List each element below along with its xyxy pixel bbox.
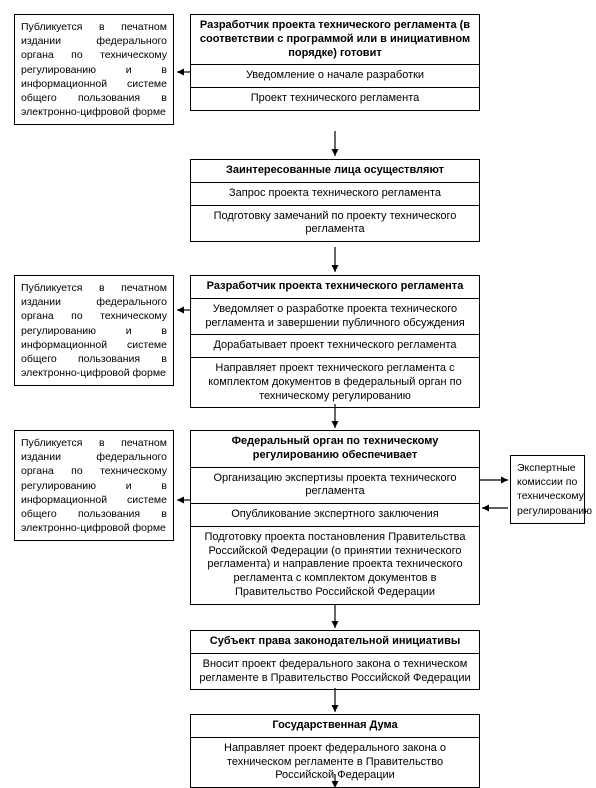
block-row: Организацию экспертизы проекта техническ… <box>191 468 479 505</box>
block-row: Подготовку проекта постановления Правите… <box>191 527 479 604</box>
block-developer-prepares: Разработчик проекта технического регламе… <box>190 14 480 111</box>
block-legislative-subject: Субъект права законодательной инициативы… <box>190 630 480 690</box>
side-note-3: Публикуется в печатном издании федеральн… <box>14 430 174 541</box>
block-header: Федеральный орган по техническому регули… <box>191 431 479 468</box>
block-row: Уведомление о начале разработки <box>191 65 479 88</box>
side-note-text: Публикуется в печатном издании федеральн… <box>21 21 167 118</box>
block-row: Вносит проект федерального закона о техн… <box>191 654 479 690</box>
side-note-2: Публикуется в печатном издании федеральн… <box>14 275 174 386</box>
side-note-text: Публикуется в печатном издании федеральн… <box>21 437 167 534</box>
block-header: Государственная Дума <box>191 715 479 738</box>
block-interested-parties: Заинтересованные лица осуществляют Запро… <box>190 159 480 242</box>
block-row: Проект технического регламента <box>191 88 479 110</box>
block-row: Уведомляет о разработке проекта техничес… <box>191 299 479 336</box>
block-federal-body: Федеральный орган по техническому регули… <box>190 430 480 605</box>
side-note-1: Публикуется в печатном издании федеральн… <box>14 14 174 125</box>
block-header: Субъект права законодательной инициативы <box>191 631 479 654</box>
block-state-duma: Государственная Дума Направляет проект ф… <box>190 714 480 788</box>
side-note-right: Экспертные комиссии по техническому регу… <box>510 455 585 524</box>
block-developer-regulation: Разработчик проекта технического регламе… <box>190 275 480 408</box>
side-note-text: Экспертные комиссии по техническому регу… <box>517 462 592 517</box>
side-note-text: Публикуется в печатном издании федеральн… <box>21 282 167 379</box>
block-row: Подготовку замечаний по проекту техничес… <box>191 206 479 242</box>
block-row: Направляет проект федерального закона о … <box>191 738 479 787</box>
block-row: Опубликование экспертного заключения <box>191 504 479 527</box>
block-header: Заинтересованные лица осуществляют <box>191 160 479 183</box>
block-row: Направляет проект технического регламент… <box>191 358 479 407</box>
block-row: Дорабатывает проект технического регламе… <box>191 335 479 358</box>
block-header: Разработчик проекта технического регламе… <box>191 15 479 65</box>
block-header: Разработчик проекта технического регламе… <box>191 276 479 299</box>
block-row: Запрос проекта технического регламента <box>191 183 479 206</box>
